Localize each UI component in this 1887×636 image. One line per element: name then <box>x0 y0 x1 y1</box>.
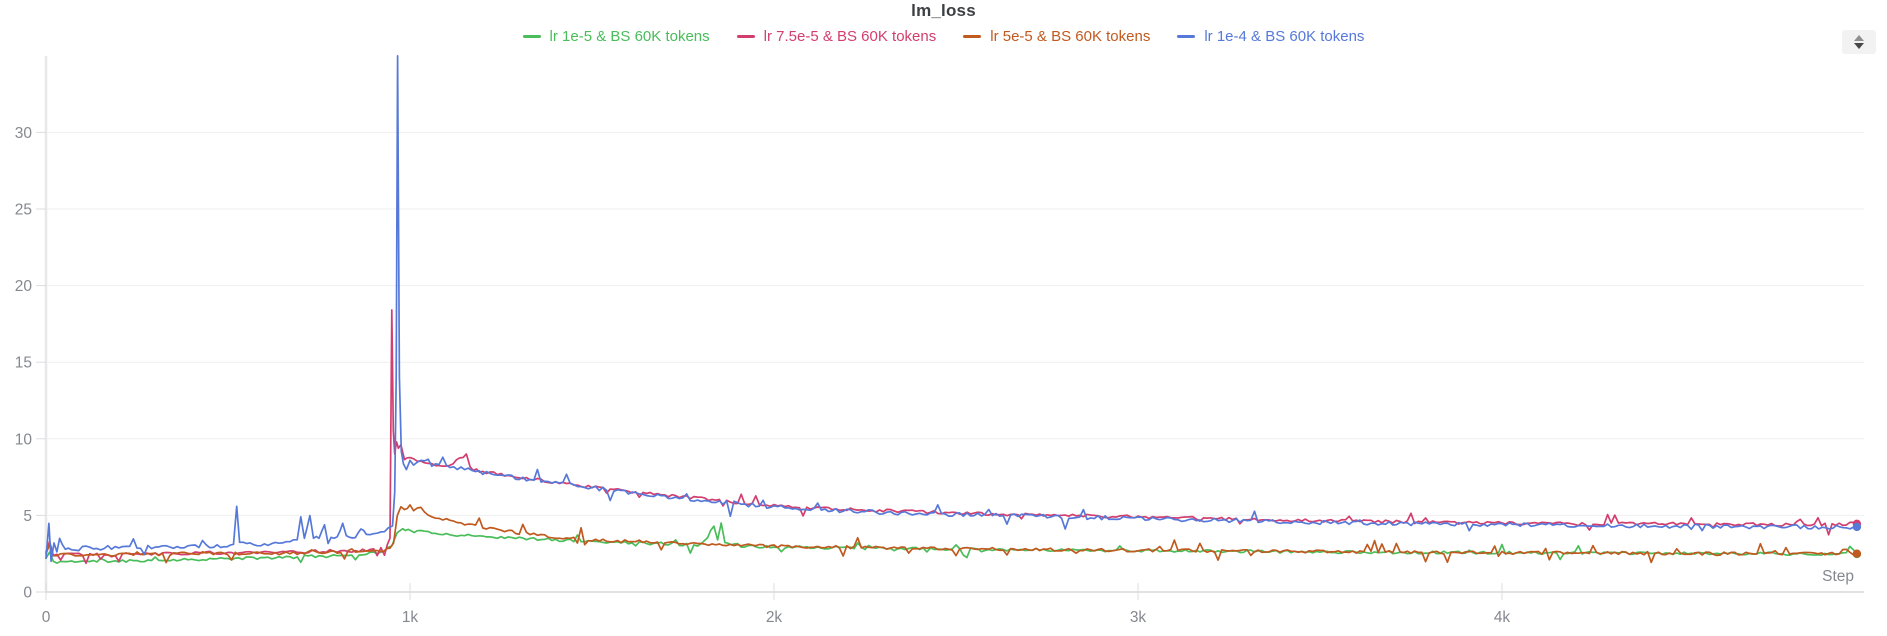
x-tick-label: 0 <box>42 609 51 626</box>
legend-label: lr 5e-5 & BS 60K tokens <box>990 28 1151 45</box>
legend-swatch <box>736 35 755 38</box>
legend-label: lr 1e-4 & BS 60K tokens <box>1204 28 1365 45</box>
y-tick-label: 30 <box>15 125 33 142</box>
series-end-dot-lr1e4 <box>1852 522 1862 532</box>
axis-labels: 0 5 10 15 20 25 30 0 1k 2k 3k 4k Step <box>15 125 1854 626</box>
legend-swatch <box>1177 35 1196 38</box>
x-tick-label: 3k <box>1130 609 1147 626</box>
legend-label: lr 1e-5 & BS 60K tokens <box>549 28 710 45</box>
chart-title: lm_loss <box>911 1 976 20</box>
chart-legend: lr 1e-5 & BS 60K tokens lr 7.5e-5 & BS 6… <box>0 28 1887 45</box>
series-end-dot-lr5e5 <box>1852 549 1862 558</box>
x-axis-title: Step <box>1822 568 1854 585</box>
legend-swatch <box>522 35 541 38</box>
legend-item-2[interactable]: lr 5e-5 & BS 60K tokens <box>963 28 1150 45</box>
axes <box>36 56 1864 600</box>
legend-swatch <box>963 35 982 38</box>
y-tick-label: 5 <box>23 508 32 525</box>
triangle-up-icon <box>1854 35 1864 41</box>
x-tick-label: 1k <box>402 609 419 626</box>
panel-resize-handle[interactable] <box>1842 30 1876 54</box>
triangle-down-icon <box>1854 43 1864 49</box>
legend-item-3[interactable]: lr 1e-4 & BS 60K tokens <box>1177 28 1364 45</box>
y-tick-label: 0 <box>23 585 32 602</box>
y-tick-label: 10 <box>15 431 33 448</box>
series-line-lr5e5 <box>45 504 1858 564</box>
legend-label: lr 7.5e-5 & BS 60K tokens <box>763 28 937 45</box>
legend-item-1[interactable]: lr 7.5e-5 & BS 60K tokens <box>736 28 937 45</box>
y-tick-label: 15 <box>15 355 32 372</box>
x-tick-label: 4k <box>1494 609 1511 626</box>
y-tick-label: 20 <box>15 278 33 295</box>
series-line-lr1e4 <box>45 55 1858 563</box>
gridlines <box>46 131 1864 516</box>
series-line-lr1e5 <box>45 522 1858 564</box>
x-tick-label: 2k <box>766 609 783 626</box>
y-tick-label: 25 <box>15 202 32 219</box>
legend-item-0[interactable]: lr 1e-5 & BS 60K tokens <box>522 28 710 45</box>
